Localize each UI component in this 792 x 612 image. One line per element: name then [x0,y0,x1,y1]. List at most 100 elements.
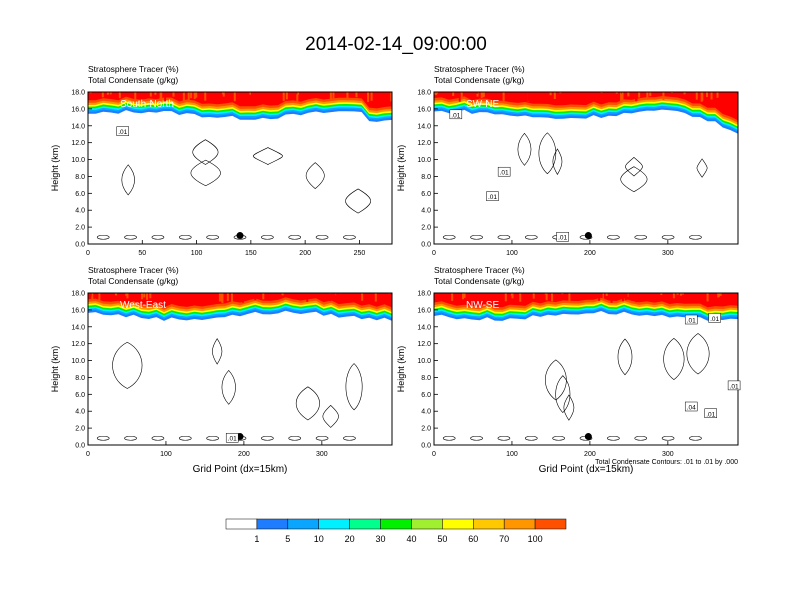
tracer-streak [125,293,128,297]
tracer-streak [115,293,118,296]
condensate-contour [470,234,483,240]
tracer-streak [254,293,257,301]
condensate-contour [345,363,363,411]
tracer-streak [598,293,601,301]
colorbar-label: 10 [314,534,324,544]
y-tick-label: 12.0 [71,140,85,147]
contour-note: Total Condensate Contours: .01 to .01 by… [595,459,738,466]
tracer-streak [282,92,285,102]
condensate-contour [538,132,557,175]
tracer-streak [329,92,332,101]
tracer-streak [679,293,682,296]
tracer-streak [96,293,99,299]
plot-area [88,293,392,445]
tracer-streak [367,92,370,103]
tracer-streak [716,92,719,98]
condensate-contour [524,234,538,240]
tracer-streak [310,293,313,296]
y-tick-label: 4.0 [75,208,85,215]
tracer-streak [691,293,694,299]
tracer-streak [384,293,387,299]
contour-label-box [684,401,698,412]
tracer-streak [672,293,675,299]
tracer-streak [232,293,235,296]
y-tick-label: 8.0 [421,375,431,382]
tracer-streak [193,92,196,99]
tracer-streak [163,293,166,300]
tracer-streak [97,92,100,97]
condensate-contour [112,341,143,389]
tracer-streak [262,293,265,300]
contour-label-box [116,126,129,136]
colorbar-label: 30 [376,534,386,544]
contour-label: .01 [687,318,696,325]
y-tick-label: 2.0 [421,426,431,433]
y-tick-label: 18.0 [71,291,85,298]
condensate-contour [212,338,223,365]
tracer-streak [443,92,446,98]
tracer-streak [510,92,513,99]
condensate-contour [206,435,219,441]
tracer-streak [682,293,685,295]
tracer-streak [469,293,472,296]
contour-label-box [497,166,511,177]
contour-label: .01 [706,411,715,418]
condensate-contour [545,359,567,401]
tracer-streak [89,92,92,94]
tracer-streak [718,293,721,297]
condensate-contour [497,435,511,441]
tracer-streak [649,92,652,97]
tracer-streak [490,293,493,295]
tracer-streak [600,92,603,94]
tracer-streak [100,92,103,99]
colorbar-label: 50 [437,534,447,544]
x-tick-label: 100 [506,451,518,458]
condensate-contour [552,435,565,441]
colorbar-swatch [534,518,567,530]
tracer-streak [532,293,535,299]
condensate-contour [517,132,532,166]
panel-label: South-North [120,99,174,110]
panel-title-line: Stratosphere Tracer (%) [434,64,525,74]
y-tick-label: 6.0 [75,392,85,399]
tracer-streak [446,92,449,97]
condensate-contour [617,338,633,376]
y-tick-label: 0.0 [421,242,431,249]
condensate-contour [634,435,648,441]
tracer-streak [213,293,216,303]
tracer-streak [355,92,358,98]
tracer-streak [504,293,507,302]
tracer-streak [683,92,686,95]
condensate-contour [345,188,372,214]
y-tick-label: 6.0 [421,392,431,399]
tracer-streak [621,293,624,302]
condensate-contour [552,148,563,175]
tracer-streak [218,293,221,302]
condensate-contour [288,435,302,441]
y-tick-label: 10.0 [71,157,85,164]
tracer-streak [107,293,110,296]
y-tick-label: 14.0 [71,123,85,130]
tracer-streak [447,92,450,100]
tracer-streak [296,92,299,102]
tracer-streak [455,293,458,302]
x-tick-label: 0 [86,250,90,257]
tracer-streak [732,293,735,302]
colorbar-swatch [256,518,289,530]
tracer-level-7 [434,92,738,121]
condensate-contour [295,386,320,421]
tracer-streak [480,293,483,300]
tracer-streak [241,293,244,303]
plot-area [88,92,392,244]
tracer-streak [586,92,589,97]
tracer-streak [462,293,465,300]
condensate-contour [206,234,219,240]
tracer-streak [160,92,163,101]
colorbar-swatch [380,518,412,530]
tracer-streak [221,92,224,95]
location-marker [584,433,592,441]
tracer-streak [601,293,604,301]
tracer-streak [671,92,674,94]
tracer-streak [458,293,461,299]
tracer-streak [390,92,392,102]
